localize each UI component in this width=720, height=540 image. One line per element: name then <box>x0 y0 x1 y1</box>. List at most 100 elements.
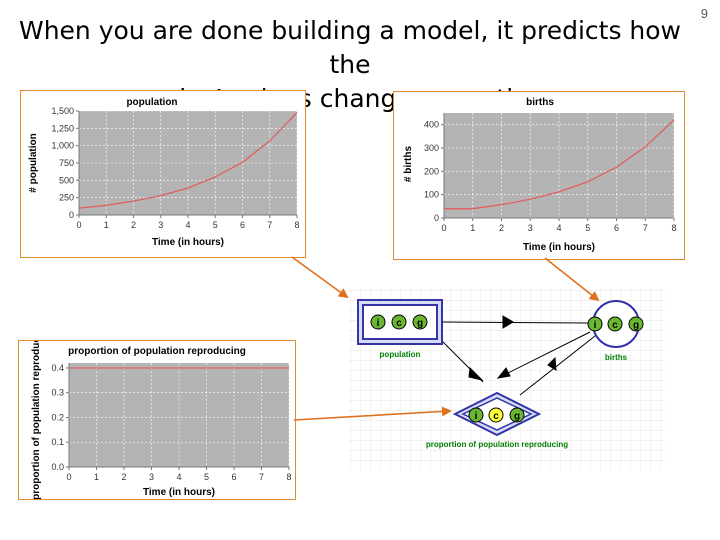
y-tick-label: 1,000 <box>51 141 74 151</box>
population-chart-panel: 0 1 2 3 4 5 6 7 8 0 250 500 750 1,000 1,250 1,500 popula… <box>20 90 306 258</box>
link-births-to-proportion <box>499 331 591 378</box>
badge-g-icon <box>412 314 428 330</box>
node-population-label: population <box>380 350 421 359</box>
y-axis-label: # births <box>403 146 414 183</box>
y-tick-label: 300 <box>424 143 439 153</box>
badge-c-icon <box>391 314 407 330</box>
badge-c-icon <box>607 316 623 332</box>
badge-g-icon <box>509 407 525 423</box>
slide-number: 9 <box>700 6 708 21</box>
series-line <box>78 111 298 209</box>
badge-g-label: g <box>514 411 520 422</box>
badge-g-label: g <box>633 320 639 331</box>
badge-c-label: c <box>493 411 499 422</box>
births-chart-panel: 0 1 2 3 4 5 6 7 8 0 100 200 300 400 births Time (in hou… <box>393 91 685 260</box>
x-axis-label: Time (in hours) <box>143 487 215 498</box>
link-proportion-to-births <box>519 335 596 396</box>
y-tick-label: 500 <box>59 175 74 185</box>
link-population-to-proportion-arrowhead <box>468 366 484 381</box>
x-tick-label: 2 <box>121 472 126 482</box>
callout-arrow-population <box>291 256 349 299</box>
x-tick-label: 1 <box>470 223 475 233</box>
badge-c-icon <box>488 407 504 423</box>
badge-i-label: i <box>377 318 380 329</box>
badge-g-label: g <box>417 318 423 329</box>
chart-title: population <box>126 97 177 108</box>
y-tick-label: 0.2 <box>51 412 64 422</box>
node-births-badges: i c g <box>587 316 644 332</box>
series-line <box>444 119 675 210</box>
node-proportion-badges: i c g <box>468 407 525 423</box>
x-tick-label: 7 <box>643 223 648 233</box>
y-tick-label: 400 <box>424 120 439 130</box>
node-population-badges: i c g <box>370 314 428 330</box>
x-tick-label: 8 <box>671 223 676 233</box>
y-axis-label: proportion of population reproducing <box>31 341 42 499</box>
y-tick-label: 250 <box>59 193 74 203</box>
y-tick-label: 0.3 <box>51 388 64 398</box>
y-tick-label: 1,500 <box>51 106 74 116</box>
x-tick-label: 3 <box>158 220 163 230</box>
x-tick-label: 4 <box>185 220 190 230</box>
node-population[interactable]: i c g population <box>357 299 443 359</box>
link-proportion-to-births-arrowhead <box>547 356 557 371</box>
x-tick-label: 0 <box>76 220 81 230</box>
chart-title: proportion of population reproducing <box>68 346 246 357</box>
x-tick-label: 6 <box>240 220 245 230</box>
chart-title: births <box>526 97 554 108</box>
x-tick-label: 5 <box>213 220 218 230</box>
x-tick-label: 1 <box>94 472 99 482</box>
y-tick-label: 0 <box>434 213 439 223</box>
x-tick-label: 1 <box>104 220 109 230</box>
x-tick-label: 7 <box>267 220 272 230</box>
y-tick-label: 1,250 <box>51 123 74 133</box>
x-axis-label: Time (in hours) <box>523 242 595 253</box>
x-tick-label: 5 <box>204 472 209 482</box>
x-tick-label: 3 <box>149 472 154 482</box>
link-population-to-births <box>440 321 589 324</box>
y-axis-label: # population <box>28 133 39 192</box>
x-tick-label: 0 <box>441 223 446 233</box>
badge-c-label: c <box>612 320 618 331</box>
node-births-label: births <box>605 353 628 362</box>
badge-c-label: c <box>396 318 402 329</box>
births-chart: 0 1 2 3 4 5 6 7 8 0 100 200 300 400 births Time (in hou… <box>403 97 677 253</box>
link-population-to-births-arrowhead <box>502 315 514 329</box>
slide-title-line-1: When you are done building a model, it p… <box>18 16 681 79</box>
x-tick-label: 4 <box>556 223 561 233</box>
y-tick-label: 0.4 <box>51 363 64 373</box>
x-tick-label: 8 <box>286 472 291 482</box>
node-proportion-label: proportion of population reproducing <box>426 440 568 449</box>
badge-i-icon <box>370 314 386 330</box>
y-tick-label: 750 <box>59 158 74 168</box>
link-births-to-proportion-arrowhead <box>496 367 511 379</box>
x-tick-label: 5 <box>585 223 590 233</box>
x-tick-label: 6 <box>614 223 619 233</box>
y-tick-label: 100 <box>424 190 439 200</box>
proportion-chart: 0 1 2 3 4 5 6 7 8 0.0 0.1 0.2 0.3 0.4 proportion of po… <box>31 341 292 499</box>
y-tick-label: 200 <box>424 166 439 176</box>
population-chart: 0 1 2 3 4 5 6 7 8 0 250 500 750 1,000 1,250 1,500 popula… <box>28 97 300 248</box>
y-tick-label: 0 <box>69 210 74 220</box>
callout-arrow-proportion <box>293 406 452 421</box>
x-tick-label: 0 <box>66 472 71 482</box>
callout-arrow-births <box>544 257 600 302</box>
y-tick-label: 0.1 <box>51 437 64 447</box>
x-tick-label: 4 <box>176 472 181 482</box>
x-tick-label: 6 <box>231 472 236 482</box>
node-births[interactable]: i c g births <box>587 300 644 362</box>
badge-i-label: i <box>594 320 597 331</box>
badge-i-icon <box>468 407 484 423</box>
badge-i-label: i <box>475 411 478 422</box>
diagram-links <box>440 315 596 396</box>
x-tick-label: 2 <box>131 220 136 230</box>
badge-g-icon <box>628 316 644 332</box>
badge-i-icon <box>587 316 603 332</box>
proportion-chart-panel: 0 1 2 3 4 5 6 7 8 0.0 0.1 0.2 0.3 0.4 proportion of po… <box>18 340 296 500</box>
y-tick-label: 0.0 <box>51 462 64 472</box>
x-tick-label: 7 <box>259 472 264 482</box>
x-tick-label: 3 <box>528 223 533 233</box>
x-axis-label: Time (in hours) <box>152 237 224 248</box>
node-proportion[interactable]: i c g proportion of population reproduci… <box>426 391 568 449</box>
